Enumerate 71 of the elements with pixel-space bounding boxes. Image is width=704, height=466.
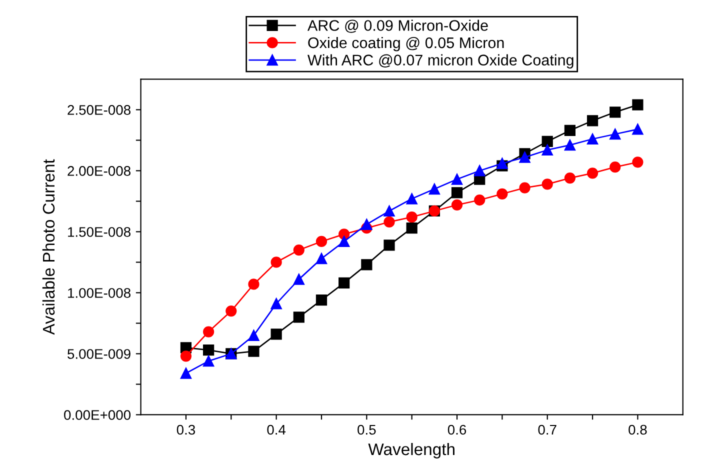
y-tick-label: 1.50E-008 bbox=[68, 227, 130, 237]
point bbox=[519, 152, 530, 163]
point bbox=[564, 172, 576, 184]
point bbox=[270, 328, 282, 340]
point bbox=[316, 253, 328, 264]
legend-label: With ARC @0.07 micron Oxide Coating bbox=[308, 54, 574, 69]
point bbox=[248, 278, 260, 290]
point bbox=[361, 218, 372, 230]
point bbox=[632, 156, 644, 168]
point bbox=[361, 259, 372, 270]
y-tick-label: 2.50E-008 bbox=[68, 105, 130, 115]
point bbox=[586, 168, 598, 179]
point bbox=[248, 330, 260, 341]
point bbox=[316, 294, 328, 306]
point bbox=[384, 216, 395, 228]
point bbox=[384, 240, 395, 251]
y-tick-label: 5.00E-009 bbox=[68, 349, 130, 359]
point bbox=[632, 99, 644, 110]
x-tick-label: 0.4 bbox=[267, 424, 286, 435]
point bbox=[248, 346, 260, 357]
point bbox=[496, 158, 508, 169]
point bbox=[451, 199, 463, 210]
point bbox=[270, 256, 282, 268]
point bbox=[203, 326, 214, 338]
point bbox=[406, 212, 418, 223]
point bbox=[406, 193, 418, 204]
point bbox=[519, 182, 530, 194]
point bbox=[203, 344, 214, 356]
legend-label: Oxide coating @ 0.05 Micron bbox=[308, 36, 504, 52]
x-tick-label: 0.8 bbox=[628, 424, 647, 435]
point bbox=[203, 356, 214, 367]
point bbox=[406, 222, 418, 234]
point bbox=[338, 228, 350, 240]
x-axis-title: Wavelength bbox=[368, 442, 454, 458]
x-tick-label: 0.3 bbox=[176, 424, 196, 435]
point bbox=[496, 188, 508, 200]
y-axis-title: Available Photo Current bbox=[42, 159, 55, 335]
y-tick-label: 0.00E+000 bbox=[64, 410, 131, 420]
point bbox=[586, 133, 598, 145]
point bbox=[564, 140, 576, 151]
x-tick-label: 0.7 bbox=[538, 424, 556, 435]
point bbox=[451, 174, 463, 185]
point bbox=[474, 165, 486, 176]
point bbox=[542, 144, 553, 156]
point bbox=[474, 194, 486, 206]
point bbox=[180, 350, 192, 362]
point bbox=[610, 128, 621, 140]
point bbox=[338, 277, 350, 289]
point bbox=[542, 178, 553, 190]
point bbox=[451, 187, 463, 198]
point bbox=[428, 183, 440, 195]
point bbox=[293, 312, 304, 323]
y-tick-label: 2.00E-008 bbox=[68, 166, 130, 176]
point bbox=[226, 305, 237, 317]
y-tick-label: 1.00E-008 bbox=[68, 288, 130, 298]
point bbox=[180, 368, 192, 379]
point bbox=[270, 298, 282, 310]
point bbox=[316, 236, 328, 248]
point bbox=[384, 205, 395, 217]
point bbox=[338, 236, 350, 248]
x-tick-label: 0.5 bbox=[358, 424, 376, 435]
point bbox=[564, 124, 576, 136]
point bbox=[293, 244, 304, 256]
point bbox=[610, 162, 621, 173]
point bbox=[293, 274, 304, 285]
point bbox=[632, 124, 644, 135]
point bbox=[586, 115, 598, 126]
x-tick-label: 0.6 bbox=[448, 424, 466, 435]
point bbox=[542, 136, 553, 147]
legend-label: ARC @ 0.09 Micron-Oxide bbox=[307, 20, 488, 33]
point bbox=[610, 106, 621, 118]
